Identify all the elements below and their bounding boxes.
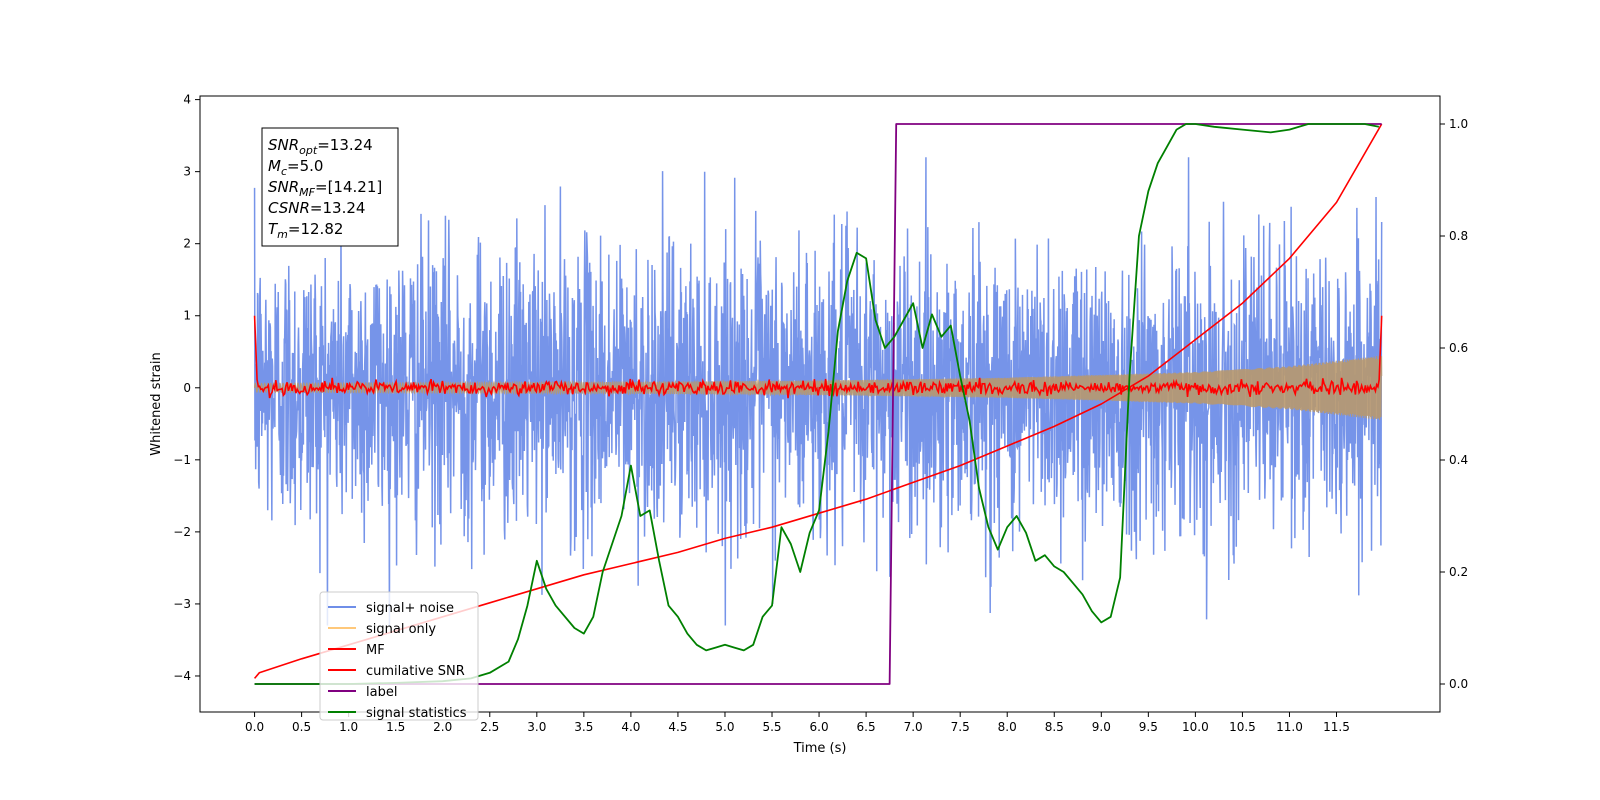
y-right-tick-label: 1.0	[1449, 117, 1468, 131]
x-tick-label: 0.0	[245, 720, 264, 734]
y-left-tick-label: −3	[173, 597, 191, 611]
series-mf	[253, 315, 1383, 399]
legend-label: cumilative SNR	[366, 664, 465, 679]
y-left-tick-label: 4	[183, 93, 191, 107]
y-right-tick-label: 0.8	[1449, 229, 1468, 243]
annotation-line: SNRMF=[14.21]	[268, 178, 382, 199]
x-tick-label: 5.0	[715, 720, 734, 734]
annotation-line: SNRopt=13.24	[268, 136, 373, 157]
x-axis: 0.0 0.5 1.0 1.5 2.0 2.5 3.0 3.5 4.0 4.5 5.0 5.5 6.0 6…	[245, 712, 1350, 734]
legend-label: label	[366, 685, 397, 700]
x-tick-label: 1.5	[386, 720, 405, 734]
y-left-tick-label: 0	[183, 381, 191, 395]
x-tick-label: 3.0	[527, 720, 546, 734]
y-left-tick-label: 1	[183, 309, 191, 323]
annotation-line: Mc=5.0	[268, 157, 323, 178]
x-tick-label: 11.0	[1276, 720, 1303, 734]
x-tick-label: 6.0	[810, 720, 829, 734]
legend-items: signal+ noise signal only MF cumilative SNR…	[328, 601, 467, 721]
y-left-tick-label: −1	[173, 453, 191, 467]
x-tick-label: 10.0	[1182, 720, 1209, 734]
x-tick-label: 7.0	[904, 720, 923, 734]
y-left-tick-label: −2	[173, 525, 191, 539]
x-tick-label: 3.5	[574, 720, 593, 734]
series-signal-statistics	[254, 123, 1380, 685]
y-axis-label: Whitened strain	[149, 352, 164, 455]
x-tick-label: 4.0	[621, 720, 640, 734]
x-tick-label: 8.0	[998, 720, 1017, 734]
legend-label: signal only	[366, 622, 436, 637]
series-label	[254, 123, 1382, 685]
x-tick-label: 9.0	[1092, 720, 1111, 734]
y-left-tick-label: 2	[183, 237, 191, 251]
y-right-tick-label: 0.0	[1449, 677, 1468, 691]
x-axis-label: Time (s)	[793, 741, 847, 756]
y-left-tick-label: −4	[173, 669, 191, 683]
y-right-tick-label: 0.2	[1449, 565, 1468, 579]
y-left-tick-label: 3	[183, 165, 191, 179]
y-axis-left: 4 3 2 1 0 −1 −2 −3 −4	[173, 93, 200, 683]
x-tick-label: 9.5	[1139, 720, 1158, 734]
y-axis-right: 1.0 0.8 0.6 0.4 0.2 0.0	[1440, 117, 1468, 691]
annotation-line: CSNR=13.24	[268, 199, 365, 217]
x-tick-label: 5.5	[762, 720, 781, 734]
x-tick-label: 7.5	[951, 720, 970, 734]
x-tick-label: 10.5	[1229, 720, 1256, 734]
y-right-tick-label: 0.4	[1449, 453, 1468, 467]
annotation-lines: SNRopt=13.24Mc=5.0SNRMF=[14.21]CSNR=13.2…	[268, 136, 382, 241]
legend: signal+ noise signal only MF cumilative SNR…	[319, 591, 479, 721]
x-tick-label: 6.5	[857, 720, 876, 734]
x-tick-label: 2.5	[480, 720, 499, 734]
legend-label: signal statistics	[366, 706, 467, 721]
legend-frame	[319, 591, 479, 721]
x-tick-label: 8.5	[1045, 720, 1064, 734]
annotation-line: Tm=12.82	[268, 220, 343, 241]
x-tick-label: 0.5	[292, 720, 311, 734]
x-tick-label: 11.5	[1323, 720, 1350, 734]
legend-label: signal+ noise	[366, 601, 454, 616]
legend-label: MF	[366, 643, 385, 658]
series-layer	[253, 123, 1383, 685]
annotation-frame	[261, 127, 399, 247]
plot-frame	[199, 95, 1441, 713]
x-tick-label: 4.5	[668, 720, 687, 734]
x-tick-label: 1.0	[339, 720, 358, 734]
series-signal-only	[253, 355, 1383, 420]
annotation-box: SNRopt=13.24Mc=5.0SNRMF=[14.21]CSNR=13.2…	[261, 127, 399, 247]
y-right-tick-label: 0.6	[1449, 341, 1468, 355]
series-signal-noise	[253, 157, 1383, 626]
x-tick-label: 2.0	[433, 720, 452, 734]
